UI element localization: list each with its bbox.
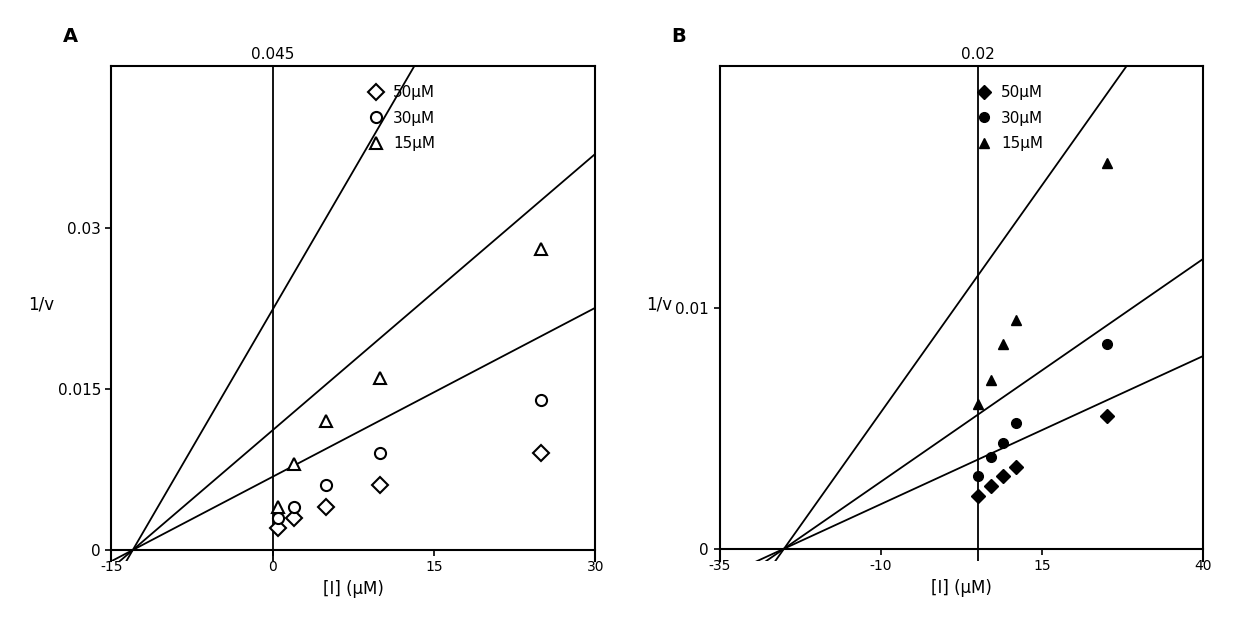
X-axis label: [I] (μM): [I] (μM) (322, 580, 383, 598)
Line: 50μM: 50μM (273, 448, 547, 534)
30μM (983, 453, 998, 461)
Line: 30μM: 30μM (972, 339, 1111, 481)
15μM (534, 245, 549, 253)
30μM (1009, 419, 1024, 427)
Line: 30μM: 30μM (273, 394, 547, 523)
50μM (1009, 463, 1024, 470)
30μM (270, 514, 285, 521)
Legend: 50μM, 30μM, 15μM: 50μM, 30μM, 15μM (970, 79, 1049, 158)
Line: 15μM: 15μM (972, 158, 1111, 409)
50μM (1099, 413, 1114, 420)
50μM (996, 473, 1011, 480)
50μM (286, 514, 301, 521)
50μM (983, 482, 998, 490)
15μM (983, 376, 998, 384)
Y-axis label: 1/v: 1/v (27, 295, 53, 314)
50μM (319, 503, 334, 511)
30μM (996, 439, 1011, 446)
15μM (286, 460, 301, 468)
15μM (373, 374, 388, 382)
Text: B: B (671, 27, 686, 46)
15μM (996, 340, 1011, 347)
Y-axis label: 1/v: 1/v (646, 295, 672, 314)
30μM (286, 503, 301, 511)
30μM (534, 396, 549, 403)
Legend: 50μM, 30μM, 15μM: 50μM, 30μM, 15μM (361, 79, 441, 158)
Text: A: A (63, 27, 78, 46)
Line: 15μM: 15μM (273, 244, 547, 513)
X-axis label: [I] (μM): [I] (μM) (931, 578, 992, 597)
30μM (1099, 340, 1114, 347)
15μM (270, 503, 285, 511)
50μM (534, 449, 549, 457)
Text: 0.045: 0.045 (250, 46, 294, 61)
30μM (319, 482, 334, 490)
30μM (970, 473, 985, 480)
Text: 0.02: 0.02 (961, 46, 994, 61)
50μM (270, 525, 285, 532)
Line: 50μM: 50μM (972, 411, 1111, 500)
15μM (970, 400, 985, 408)
50μM (970, 492, 985, 500)
15μM (319, 418, 334, 425)
15μM (1009, 316, 1024, 323)
15μM (1099, 159, 1114, 167)
50μM (373, 482, 388, 490)
30μM (373, 449, 388, 457)
